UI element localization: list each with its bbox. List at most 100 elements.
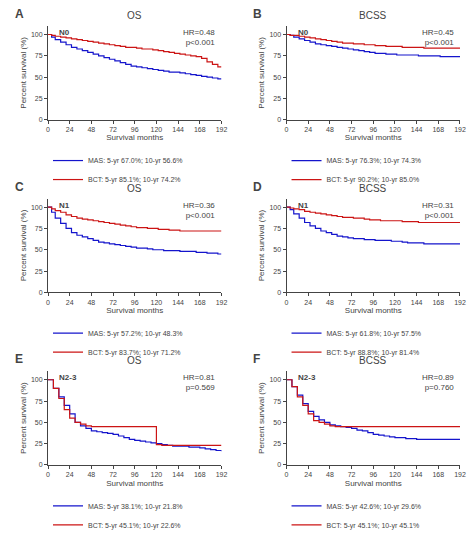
svg-text:0: 0 — [277, 116, 281, 123]
svg-text:72: 72 — [348, 126, 356, 133]
svg-text:75: 75 — [35, 398, 43, 405]
svg-text:BCSS: BCSS — [359, 355, 387, 366]
svg-text:0: 0 — [46, 299, 50, 306]
svg-text:100: 100 — [269, 376, 281, 383]
svg-text:100: 100 — [269, 31, 281, 38]
svg-text:24: 24 — [66, 126, 74, 133]
svg-text:192: 192 — [454, 126, 466, 133]
svg-text:Survival months: Survival months — [345, 306, 402, 315]
svg-text:0: 0 — [46, 471, 50, 478]
svg-text:0: 0 — [39, 461, 43, 468]
svg-text:168: 168 — [194, 126, 206, 133]
svg-text:N1: N1 — [298, 201, 309, 210]
svg-text:MAS: 5-yr 76.3%; 10-yr 74.3%: MAS: 5-yr 76.3%; 10-yr 74.3% — [327, 157, 422, 165]
svg-text:BCT: 5-yr 90.2%; 10-yr 85.0%: BCT: 5-yr 90.2%; 10-yr 85.0% — [327, 176, 420, 184]
svg-text:192: 192 — [454, 299, 466, 306]
svg-text:120: 120 — [151, 299, 163, 306]
svg-text:48: 48 — [326, 126, 334, 133]
svg-text:144: 144 — [172, 471, 184, 478]
svg-text:OS: OS — [127, 355, 142, 366]
svg-text:120: 120 — [389, 471, 401, 478]
svg-text:Percent survival (%): Percent survival (%) — [19, 209, 28, 281]
svg-text:BCT: 5-yr 88.8%; 10-yr 81.4%: BCT: 5-yr 88.8%; 10-yr 81.4% — [327, 349, 420, 357]
svg-text:100: 100 — [31, 204, 43, 211]
svg-text:96: 96 — [369, 471, 377, 478]
svg-text:72: 72 — [348, 299, 356, 306]
svg-text:Percent survival (%): Percent survival (%) — [19, 382, 28, 454]
svg-text:Survival months: Survival months — [345, 133, 402, 142]
svg-text:96: 96 — [369, 126, 377, 133]
svg-text:Percent survival (%): Percent survival (%) — [19, 37, 28, 109]
svg-text:D: D — [253, 180, 262, 194]
svg-text:Survival months: Survival months — [106, 133, 163, 142]
svg-text:0: 0 — [285, 299, 289, 306]
svg-text:Survival months: Survival months — [106, 479, 163, 488]
svg-text:25: 25 — [273, 440, 281, 447]
svg-text:24: 24 — [304, 299, 312, 306]
svg-text:N0: N0 — [298, 28, 309, 37]
svg-text:25: 25 — [273, 95, 281, 102]
svg-text:48: 48 — [87, 471, 95, 478]
svg-text:100: 100 — [269, 204, 281, 211]
svg-text:0: 0 — [46, 126, 50, 133]
svg-text:144: 144 — [172, 126, 184, 133]
svg-text:72: 72 — [109, 299, 117, 306]
svg-text:48: 48 — [87, 126, 95, 133]
svg-text:BCT: 5-yr 45.1%; 10-yr 45.1%: BCT: 5-yr 45.1%; 10-yr 45.1% — [327, 522, 420, 530]
svg-text:BCSS: BCSS — [359, 10, 387, 21]
svg-text:75: 75 — [35, 52, 43, 59]
svg-text:72: 72 — [109, 471, 117, 478]
svg-text:75: 75 — [273, 52, 281, 59]
svg-text:50: 50 — [273, 246, 281, 253]
svg-text:BCT: 5-yr 45.1%; 10-yr 22.6%: BCT: 5-yr 45.1%; 10-yr 22.6% — [88, 522, 181, 530]
svg-text:N0: N0 — [59, 28, 70, 37]
svg-text:50: 50 — [35, 246, 43, 253]
svg-text:192: 192 — [216, 471, 228, 478]
svg-text:168: 168 — [194, 471, 206, 478]
svg-text:Percent survival (%): Percent survival (%) — [257, 37, 266, 109]
svg-text:24: 24 — [304, 126, 312, 133]
svg-text:BCT: 5-yr 85.1%; 10-yr 74.2%: BCT: 5-yr 85.1%; 10-yr 74.2% — [88, 176, 181, 184]
svg-text:192: 192 — [216, 126, 228, 133]
svg-text:MAS: 5-yr 42.6%; 10-yr 29.6%: MAS: 5-yr 42.6%; 10-yr 29.6% — [327, 503, 422, 511]
svg-text:N2-3: N2-3 — [59, 373, 77, 382]
svg-text:50: 50 — [35, 74, 43, 81]
svg-text:A: A — [15, 7, 24, 21]
svg-text:168: 168 — [432, 471, 444, 478]
svg-text:25: 25 — [35, 440, 43, 447]
svg-text:25: 25 — [35, 95, 43, 102]
svg-text:N1: N1 — [59, 201, 70, 210]
svg-text:Survival months: Survival months — [345, 479, 402, 488]
svg-text:OS: OS — [127, 10, 142, 21]
svg-text:144: 144 — [172, 299, 184, 306]
svg-text:24: 24 — [66, 471, 74, 478]
svg-text:168: 168 — [432, 126, 444, 133]
svg-text:72: 72 — [348, 471, 356, 478]
svg-text:0: 0 — [277, 461, 281, 468]
svg-text:0: 0 — [39, 116, 43, 123]
svg-text:96: 96 — [131, 471, 139, 478]
svg-text:N2-3: N2-3 — [298, 373, 316, 382]
svg-text:HR=0.31p<0.001: HR=0.31p<0.001 — [422, 201, 454, 220]
svg-text:C: C — [15, 180, 24, 194]
svg-text:75: 75 — [273, 225, 281, 232]
svg-text:48: 48 — [326, 299, 334, 306]
svg-text:144: 144 — [411, 126, 423, 133]
svg-text:120: 120 — [151, 471, 163, 478]
svg-text:100: 100 — [31, 31, 43, 38]
svg-text:25: 25 — [35, 268, 43, 275]
svg-text:Survival months: Survival months — [106, 306, 163, 315]
svg-text:50: 50 — [35, 419, 43, 426]
svg-text:E: E — [15, 352, 23, 366]
svg-text:120: 120 — [389, 126, 401, 133]
svg-text:48: 48 — [326, 471, 334, 478]
svg-text:24: 24 — [66, 299, 74, 306]
svg-text:MAS: 5-yr 67.0%; 10-yr 56.6%: MAS: 5-yr 67.0%; 10-yr 56.6% — [88, 157, 183, 165]
svg-text:96: 96 — [369, 299, 377, 306]
svg-text:0: 0 — [39, 289, 43, 296]
svg-text:144: 144 — [411, 471, 423, 478]
svg-text:MAS: 5-yr 61.8%; 10-yr 57.5%: MAS: 5-yr 61.8%; 10-yr 57.5% — [327, 330, 422, 338]
svg-text:100: 100 — [31, 376, 43, 383]
svg-text:F: F — [253, 352, 260, 366]
svg-text:144: 144 — [411, 299, 423, 306]
